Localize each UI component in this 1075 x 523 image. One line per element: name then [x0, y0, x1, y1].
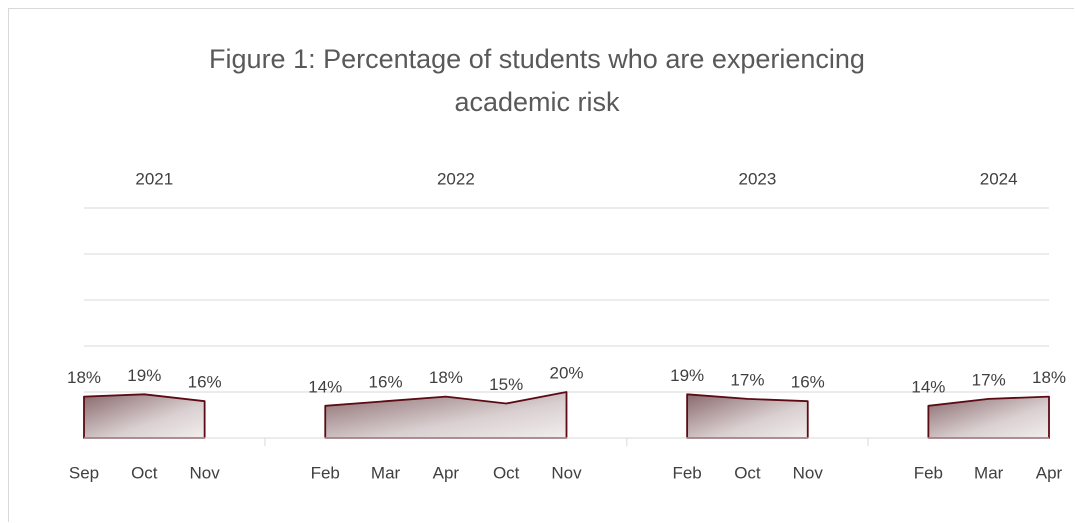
x-tick-label: Nov — [551, 463, 582, 482]
x-tick-label: Apr — [433, 463, 460, 482]
area — [686, 393, 809, 439]
x-tick-label: Oct — [734, 463, 761, 482]
chart-frame — [8, 8, 1074, 522]
data-label: 15% — [489, 375, 523, 394]
year-label: 2024 — [980, 169, 1018, 188]
data-label: 16% — [188, 373, 222, 392]
year-label: 2022 — [437, 169, 475, 188]
data-label: 14% — [308, 377, 342, 396]
area — [927, 395, 1050, 439]
data-label: 17% — [972, 370, 1006, 389]
x-tick-label: Feb — [914, 463, 943, 482]
data-label: 20% — [549, 363, 583, 382]
data-label: 17% — [730, 370, 764, 389]
data-label: 19% — [670, 366, 704, 385]
x-tick-label: Nov — [190, 463, 221, 482]
chart-title: Figure 1: Percentage of students who are… — [209, 44, 865, 117]
area — [83, 393, 206, 439]
data-label: 16% — [791, 373, 825, 392]
x-tick-label: Apr — [1036, 463, 1063, 482]
data-label: 18% — [429, 368, 463, 387]
data-label: 16% — [369, 373, 403, 392]
x-tick-label: Mar — [974, 463, 1004, 482]
year-label: 2021 — [135, 169, 173, 188]
x-tick-label: Feb — [311, 463, 340, 482]
x-tick-label: Oct — [131, 463, 158, 482]
year-label: 2023 — [739, 169, 777, 188]
data-label: 18% — [1032, 368, 1066, 387]
data-label: 19% — [127, 366, 161, 385]
x-tick-label: Feb — [672, 463, 701, 482]
x-tick-label: Oct — [493, 463, 520, 482]
data-label: 18% — [67, 368, 101, 387]
area — [324, 391, 568, 439]
x-tick-label: Nov — [793, 463, 824, 482]
x-tick-label: Sep — [69, 463, 99, 482]
x-tick-label: Mar — [371, 463, 401, 482]
data-label: 14% — [911, 377, 945, 396]
